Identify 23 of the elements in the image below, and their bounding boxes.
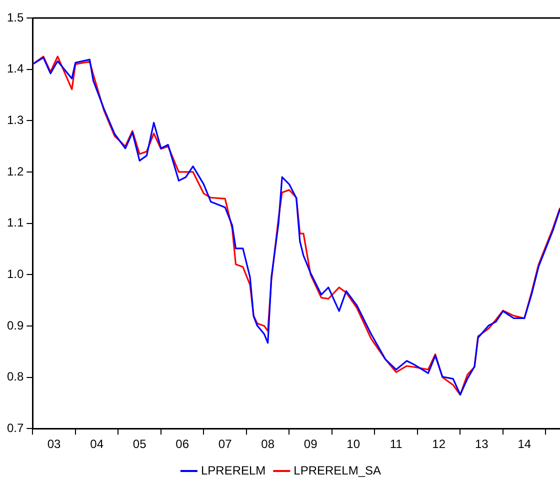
legend-label: LPRERELM (200, 463, 266, 478)
y-tick-label: 1.3 (6, 112, 24, 127)
y-tick-label: 1.5 (6, 10, 24, 24)
y-tick-label: 1.4 (6, 62, 24, 76)
x-tick-label: 08 (261, 437, 275, 452)
x-tick-label: 13 (474, 437, 489, 452)
x-tick-label: 06 (176, 437, 190, 452)
x-tick-label: 14 (518, 437, 532, 452)
y-tick-label: 0.8 (6, 370, 24, 384)
x-tick-label: 10 (346, 437, 360, 452)
legend-label: LPRERELM_SA (294, 463, 382, 478)
y-tick-label: 1.0 (6, 266, 24, 281)
x-tick-label: 05 (132, 437, 147, 452)
y-tick-label: 0.7 (6, 420, 24, 435)
x-tick-label: 04 (90, 437, 104, 452)
x-tick-label: 07 (218, 437, 232, 452)
y-tick-label: 0.9 (6, 318, 24, 332)
x-tick-label: 11 (390, 437, 403, 452)
y-tick-label: 1.2 (6, 164, 24, 178)
x-tick-label: 03 (47, 437, 62, 452)
x-tick-label: 09 (304, 437, 318, 452)
x-tick-label: 12 (432, 437, 446, 452)
y-tick-label: 1.1 (6, 216, 24, 230)
